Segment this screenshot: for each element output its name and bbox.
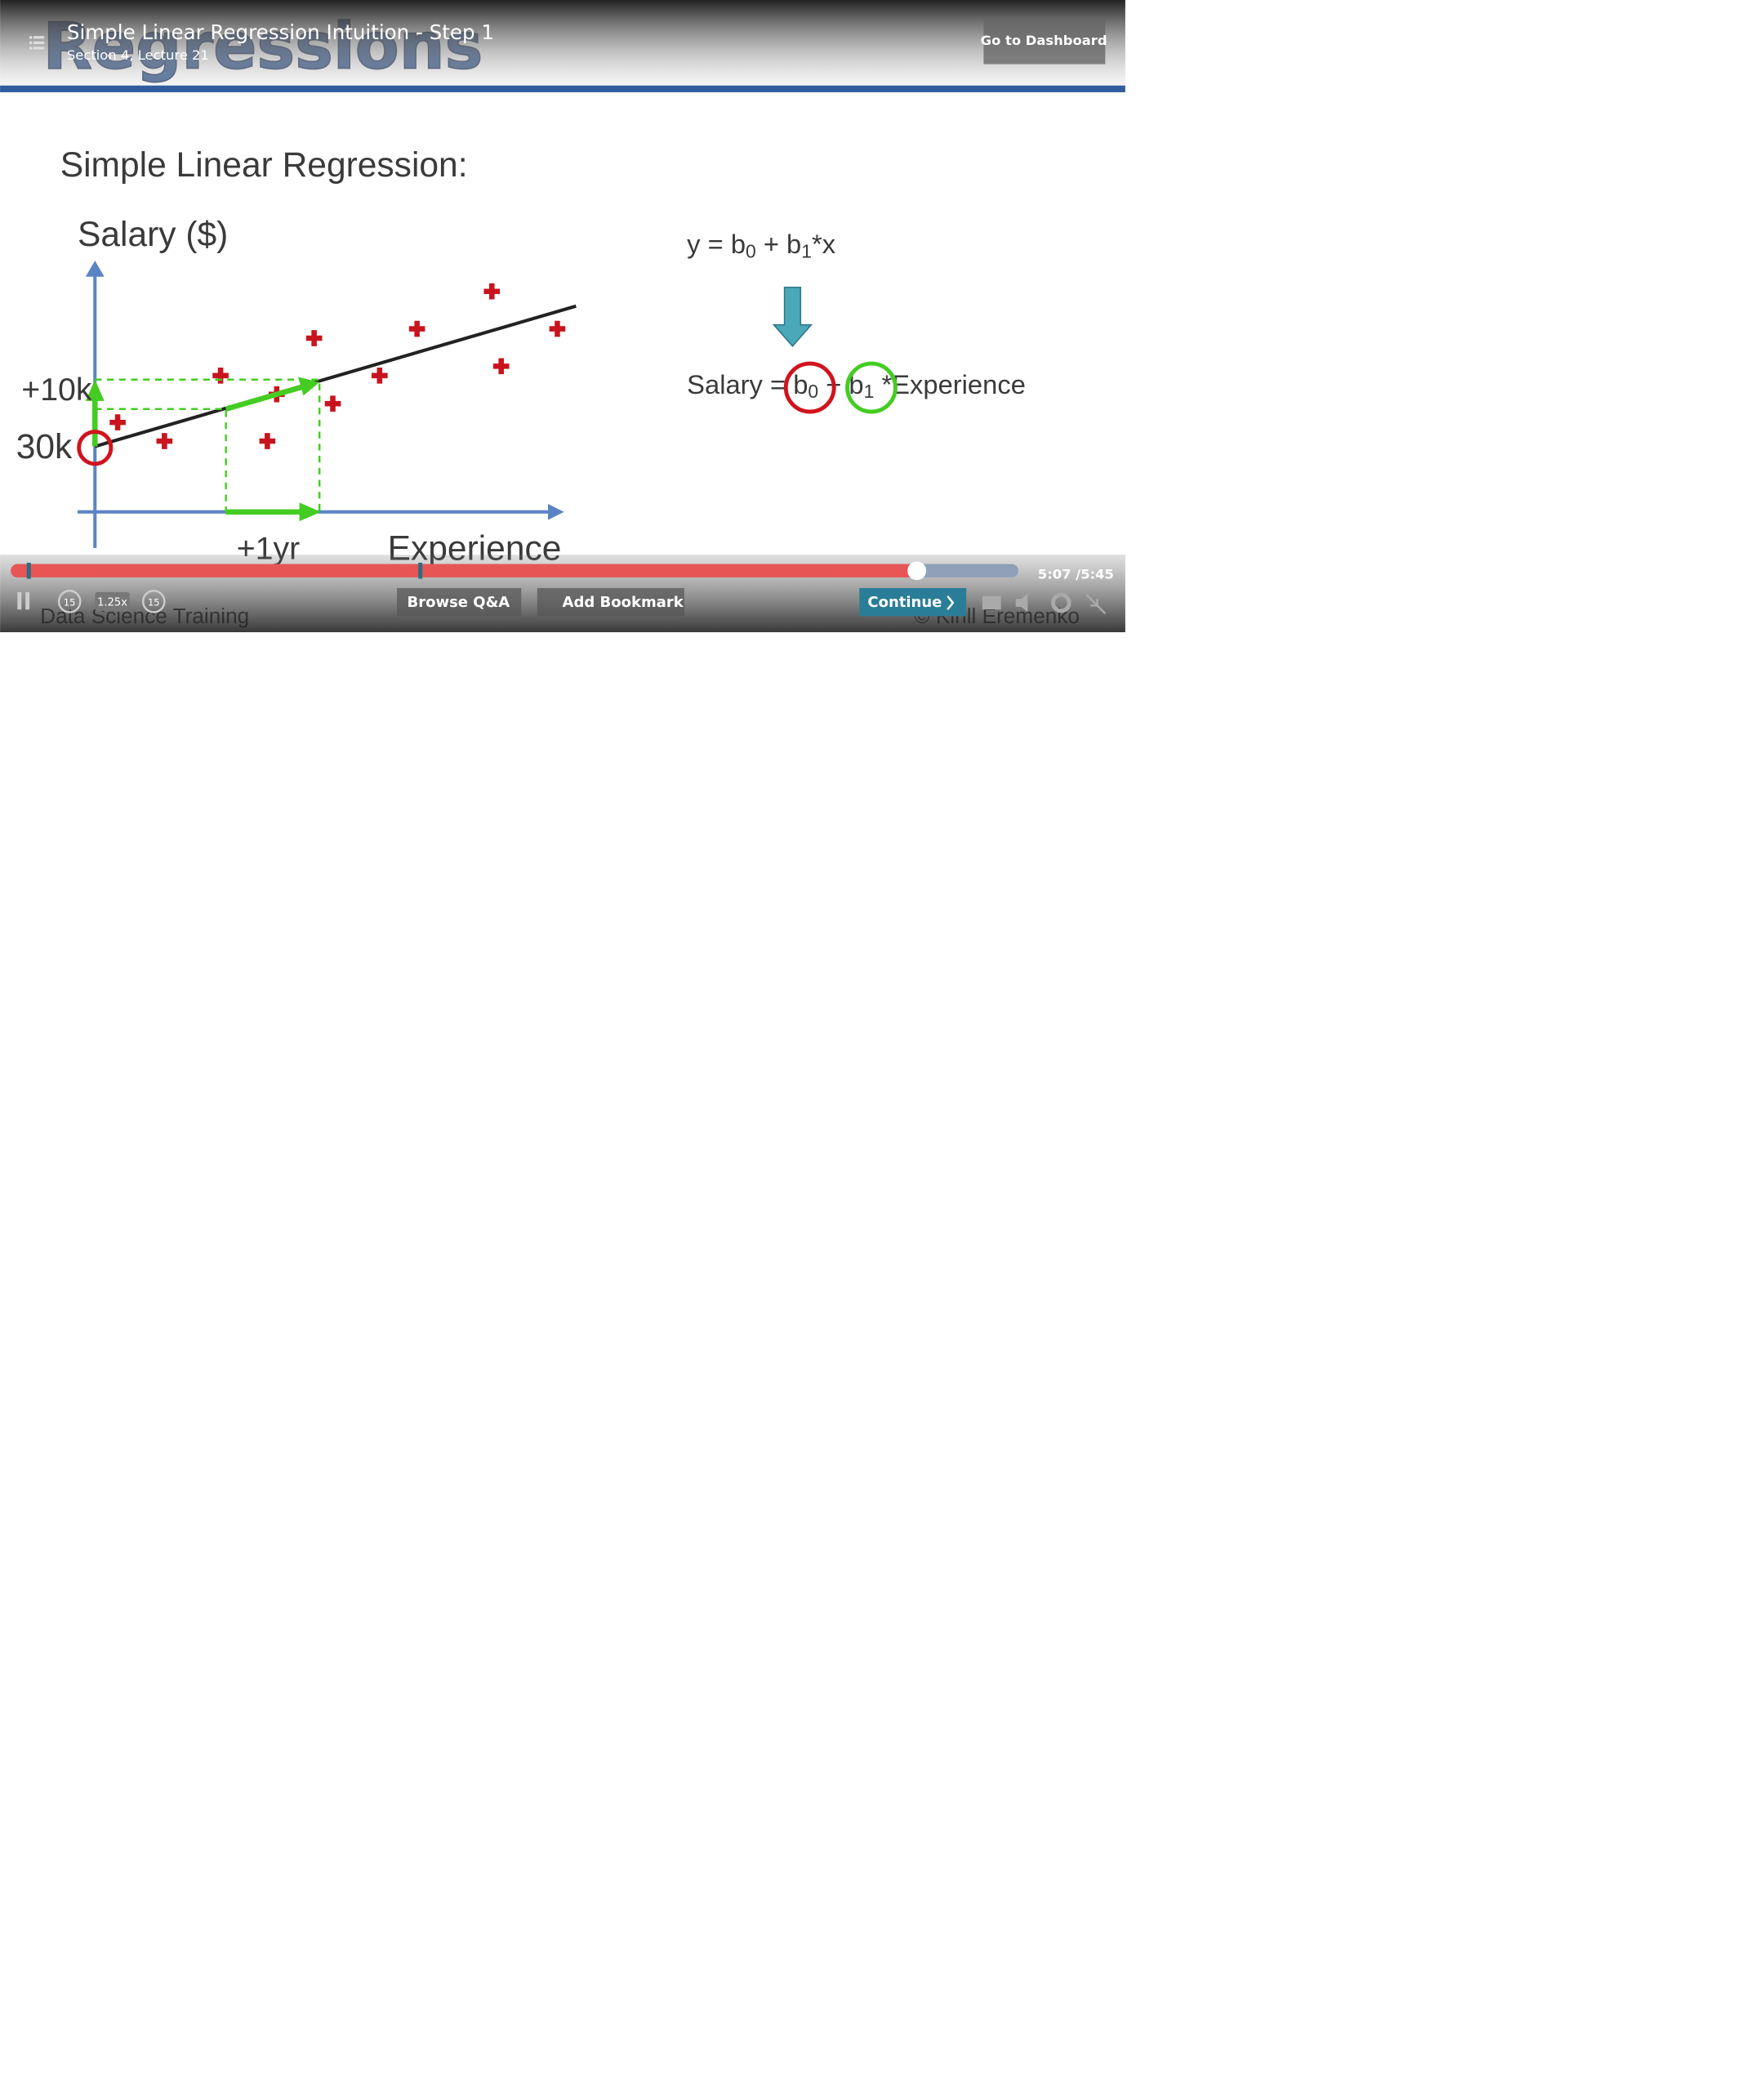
fullscreen-button[interactable] [1085, 594, 1107, 614]
down-arrow [772, 287, 813, 348]
b0-circle [783, 361, 836, 414]
scatter-cross [156, 433, 173, 449]
settings-button[interactable] [1051, 592, 1071, 613]
forward-button[interactable] [141, 590, 166, 613]
scatter-cross [324, 395, 341, 412]
forward-label: 15 [148, 597, 160, 609]
equation-part: *Experience [874, 369, 1026, 399]
equation-part: *x [812, 229, 836, 259]
progress-knob[interactable] [907, 561, 927, 581]
scatter-cross [408, 320, 425, 337]
browse-qa-button[interactable] [397, 588, 522, 617]
top-bar [0, 0, 1125, 86]
time-display: 5:07 /5:45 [1038, 566, 1114, 582]
general-equation: y = b0 + b1*x [687, 229, 836, 262]
lecture-title: Simple Linear Regression Intuition - Ste… [67, 20, 494, 44]
equation-part: 1 [801, 240, 812, 261]
chapter-marker [26, 562, 31, 579]
scatter-cross [259, 433, 276, 449]
continue-chevron [947, 595, 955, 610]
slide-title: Simple Linear Regression: [60, 145, 468, 185]
rise-label: +10k [21, 372, 92, 408]
intercept-circle [77, 430, 114, 466]
continue-button[interactable] [859, 588, 967, 617]
chapter-marker [418, 562, 423, 579]
y-axis-label: Salary ($) [78, 215, 228, 254]
scatter-cross [305, 330, 323, 346]
current-time: 5:07 [1038, 566, 1071, 582]
rewind-label: 15 [64, 597, 76, 609]
bookmark-label: Add Bookmark [563, 594, 684, 611]
scatter-cross [109, 414, 126, 430]
scatter-cross [549, 320, 566, 337]
equation-part: b [793, 369, 808, 399]
equation-part: Salary = [687, 369, 793, 399]
scatter-cross [483, 283, 501, 300]
equation-part: b [849, 369, 863, 399]
dashboard-button[interactable] [983, 18, 1106, 65]
equation-part: 1 [864, 381, 875, 402]
equation-part: + b [756, 229, 802, 259]
slope-guides [95, 378, 321, 512]
specific-equation: Salary = b0 + b1 *Experience [687, 369, 1026, 403]
intercept-label: 30k [16, 427, 73, 466]
speed-label: 1.25x [97, 597, 127, 609]
lecture-subtitle: Section 4, Lecture 21 [67, 47, 209, 63]
pause-button[interactable] [17, 591, 30, 610]
scatter-cross [492, 358, 510, 375]
time-separator: / [1076, 566, 1080, 582]
scatter-cross [212, 368, 229, 384]
duration: 5:45 [1080, 566, 1114, 582]
browse-qa-label: Browse Q&A [408, 594, 510, 611]
b1-circle [845, 361, 898, 414]
video-player: Regressions Simple Linear Regression Int… [0, 0, 1125, 632]
speed-button[interactable] [95, 591, 130, 611]
slope-arrows [85, 377, 321, 522]
equation-part: 0 [746, 240, 756, 261]
scatter-cross [372, 368, 388, 384]
captions-button[interactable] [982, 595, 1001, 610]
rewind-button[interactable] [57, 590, 82, 613]
regression-line [94, 304, 577, 448]
menu-icon [29, 36, 45, 50]
dashboard-label: Go to Dashboard [981, 33, 1107, 48]
progress-played [11, 564, 917, 577]
volume-button[interactable] [1015, 593, 1028, 613]
equation-part: y = b [687, 229, 746, 259]
banner-rule [0, 85, 1125, 92]
equation-part: 0 [808, 381, 818, 402]
continue-label: Continue [867, 594, 942, 611]
slide-background [0, 0, 1125, 632]
bookmark-button[interactable] [537, 588, 684, 617]
